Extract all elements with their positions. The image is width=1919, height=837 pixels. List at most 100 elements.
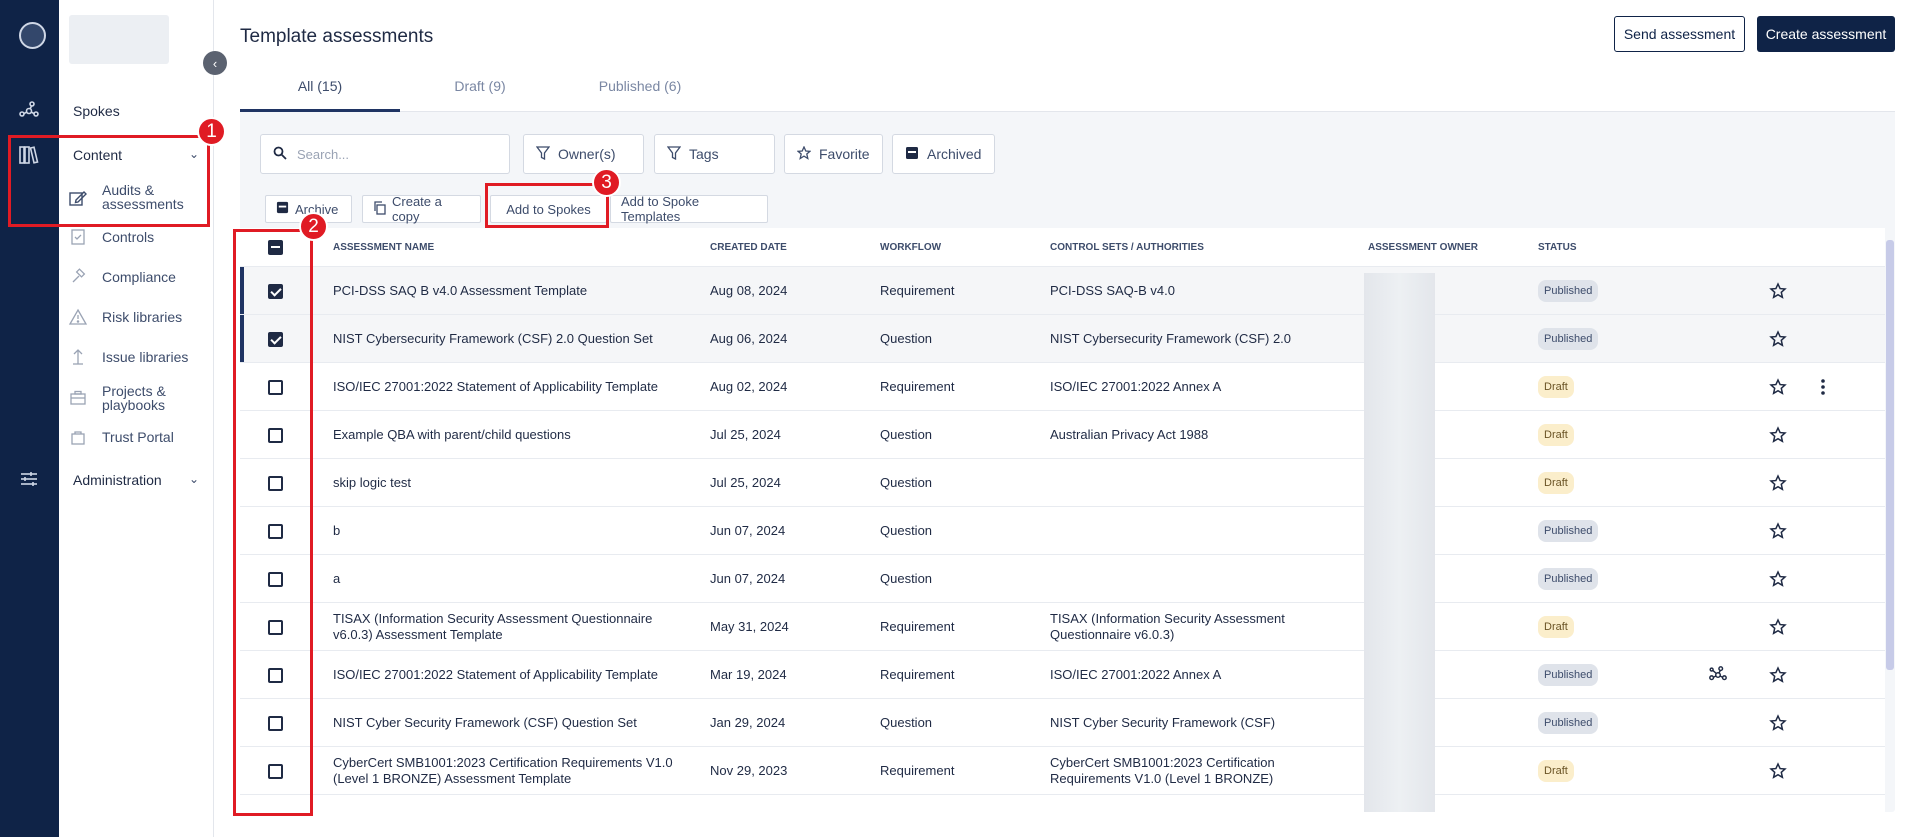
- favorite-star-icon[interactable]: [1769, 666, 1787, 684]
- table-row[interactable]: NIST Cyber Security Framework (CSF) Ques…: [240, 698, 1885, 746]
- table-row[interactable]: ISO/IEC 27001:2022 Statement of Applicab…: [240, 362, 1885, 410]
- sidebar-item-audits[interactable]: Audits & assessments: [102, 183, 192, 211]
- favorite-filter-button[interactable]: Favorite: [784, 134, 883, 174]
- table-row[interactable]: PCI-DSS SAQ B v4.0 Assessment Template Au…: [240, 266, 1885, 315]
- sidebar-item-trust-portal[interactable]: Trust Portal: [102, 430, 174, 444]
- favorite-star-icon[interactable]: [1769, 378, 1787, 396]
- row-checkbox[interactable]: [268, 668, 283, 683]
- status-badge: Published: [1538, 328, 1599, 350]
- app-rail: [0, 0, 59, 837]
- status-badge: Published: [1538, 568, 1599, 590]
- cell-assessment-name[interactable]: a: [333, 571, 341, 586]
- cell-control-sets: [1050, 507, 1330, 555]
- archived-filter-button[interactable]: Archived: [892, 134, 995, 174]
- table-row[interactable]: b Jun 07, 2024 Question Published: [240, 506, 1885, 554]
- collapse-sidebar-button[interactable]: ‹: [203, 51, 227, 75]
- header-status[interactable]: STATUS: [1538, 242, 1577, 253]
- cell-assessment-name[interactable]: NIST Cybersecurity Framework (CSF) 2.0 Q…: [333, 331, 653, 346]
- create-assessment-button[interactable]: Create assessment: [1757, 16, 1895, 52]
- select-all-checkbox[interactable]: [268, 240, 283, 255]
- row-checkbox[interactable]: [268, 428, 283, 443]
- add-to-spokes-label: Add to Spokes: [506, 201, 591, 217]
- tags-filter-label: Tags: [689, 146, 719, 162]
- status-cell: Draft: [1538, 459, 1574, 507]
- row-selected-indicator: [240, 315, 244, 363]
- tab-published[interactable]: Published (6): [598, 78, 682, 94]
- status-badge: Published: [1538, 664, 1599, 686]
- header-workflow[interactable]: WORKFLOW: [880, 242, 942, 253]
- row-checkbox[interactable]: [268, 572, 283, 587]
- table-row[interactable]: NIST Cybersecurity Framework (CSF) 2.0 Q…: [240, 314, 1885, 363]
- star-outline-icon: [796, 144, 812, 163]
- owner-avatars-blurred: [1364, 273, 1435, 812]
- app-logo[interactable]: [19, 22, 46, 49]
- search-input[interactable]: Search...: [260, 134, 510, 174]
- tab-all[interactable]: All (15): [297, 78, 343, 94]
- favorite-star-icon[interactable]: [1769, 330, 1787, 348]
- favorite-star-icon[interactable]: [1769, 522, 1787, 540]
- header-assessment-owner[interactable]: ASSESSMENT OWNER: [1368, 242, 1479, 253]
- row-checkbox[interactable]: [268, 284, 283, 299]
- sidebar-item-compliance[interactable]: Compliance: [102, 270, 176, 284]
- table-row[interactable]: CyberCert SMB1001:2023 Certification Req…: [240, 746, 1885, 794]
- row-checkbox[interactable]: [268, 332, 283, 347]
- table-row[interactable]: skip logic test Jul 25, 2024 Question Draft: [240, 458, 1885, 506]
- sidebar-item-spokes[interactable]: Spokes: [73, 103, 120, 119]
- create-copy-button[interactable]: Create a copy: [362, 194, 481, 224]
- cell-assessment-name[interactable]: CyberCert SMB1001:2023 Certification Req…: [333, 795, 693, 812]
- cell-assessment-name[interactable]: ISO/IEC 27001:2022 Statement of Applicab…: [333, 379, 658, 394]
- favorite-star-icon[interactable]: [1769, 282, 1787, 300]
- send-assessment-button[interactable]: Send assessment: [1614, 16, 1745, 52]
- favorite-star-icon[interactable]: [1769, 426, 1787, 444]
- tags-filter-button[interactable]: Tags: [654, 134, 775, 174]
- table-row[interactable]: a Jun 07, 2024 Question Published: [240, 554, 1885, 602]
- add-to-spoke-templates-button[interactable]: Add to Spoke Templates: [610, 194, 768, 224]
- row-checkbox[interactable]: [268, 380, 283, 395]
- favorite-star-icon[interactable]: [1769, 474, 1787, 492]
- row-checkbox[interactable]: [268, 620, 283, 635]
- table-row[interactable]: TISAX (Information Security Assessment Q…: [240, 602, 1885, 650]
- spokes-network-icon[interactable]: [17, 99, 41, 123]
- favorite-filter-label: Favorite: [819, 146, 870, 162]
- spokes-network-icon[interactable]: [1708, 665, 1728, 685]
- favorite-star-icon[interactable]: [1769, 618, 1787, 636]
- cell-assessment-name[interactable]: CyberCert SMB1001:2023 Certification Req…: [333, 755, 673, 786]
- table-scrollbar[interactable]: [1886, 240, 1894, 670]
- sidebar-item-projects[interactable]: Projects & playbooks: [102, 384, 192, 412]
- add-to-spokes-button[interactable]: Add to Spokes: [490, 195, 607, 223]
- table-row[interactable]: Example QBA with parent/child questions J…: [240, 410, 1885, 458]
- cell-control-sets: NIST Cyber Security Framework (CSF): [1050, 715, 1276, 730]
- cell-assessment-name[interactable]: b: [333, 523, 341, 538]
- row-checkbox[interactable]: [268, 524, 283, 539]
- cell-assessment-name[interactable]: PCI-DSS SAQ B v4.0 Assessment Template: [333, 283, 588, 298]
- more-vertical-icon[interactable]: [1813, 377, 1833, 397]
- active-tab-indicator: [240, 109, 400, 112]
- header-created-date[interactable]: CREATED DATE: [710, 242, 787, 253]
- owner-filter-button[interactable]: Owner(s): [523, 134, 644, 174]
- row-checkbox[interactable]: [268, 716, 283, 731]
- cell-assessment-name[interactable]: skip logic test: [333, 475, 412, 490]
- sidebar-item-issue-libraries[interactable]: Issue libraries: [102, 350, 188, 364]
- sidebar-item-content[interactable]: Content ⌄: [73, 147, 203, 163]
- filter-icon: [666, 145, 682, 163]
- favorite-star-icon[interactable]: [1769, 762, 1787, 780]
- tab-draft[interactable]: Draft (9): [454, 78, 506, 94]
- cell-assessment-name[interactable]: TISAX (Information Security Assessment Q…: [333, 611, 653, 642]
- table-row[interactable]: ISO/IEC 27001:2022 Statement of Applicab…: [240, 650, 1885, 698]
- favorite-star-icon[interactable]: [1769, 714, 1787, 732]
- cell-assessment-name[interactable]: NIST Cyber Security Framework (CSF) Ques…: [333, 715, 637, 730]
- library-books-icon[interactable]: [17, 143, 41, 167]
- table-row[interactable]: CyberCert SMB1001:2023 Certification Req…: [240, 794, 1885, 812]
- header-assessment-name[interactable]: ASSESSMENT NAME: [333, 242, 435, 253]
- sidebar-item-controls[interactable]: Controls: [102, 230, 154, 244]
- sidebar-item-administration[interactable]: Administration ⌄: [73, 472, 203, 488]
- row-checkbox[interactable]: [268, 764, 283, 779]
- favorite-star-icon[interactable]: [1769, 570, 1787, 588]
- row-checkbox[interactable]: [268, 476, 283, 491]
- cell-assessment-name[interactable]: ISO/IEC 27001:2022 Statement of Applicab…: [333, 667, 658, 682]
- status-cell: Draft: [1538, 411, 1574, 459]
- header-control-sets[interactable]: CONTROL SETS / AUTHORITIES: [1050, 242, 1204, 253]
- settings-sliders-icon[interactable]: [17, 467, 41, 491]
- sidebar-item-risk-libraries[interactable]: Risk libraries: [102, 310, 182, 324]
- cell-assessment-name[interactable]: Example QBA with parent/child questions: [333, 427, 571, 442]
